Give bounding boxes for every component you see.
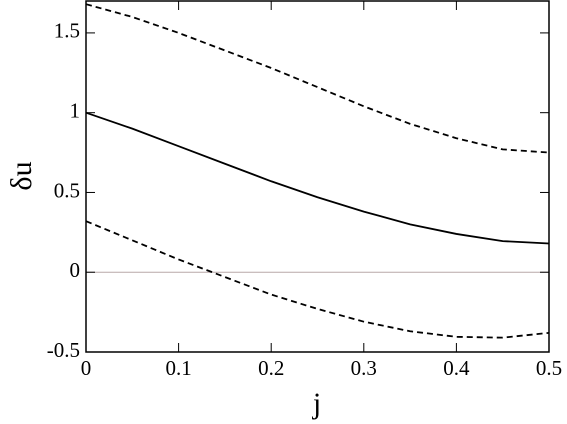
y-tick-label: 1.5	[54, 19, 80, 43]
y-tick-label: 0.5	[54, 178, 80, 202]
y-axis-label: δu	[5, 161, 38, 190]
y-tick-label: 1	[70, 98, 81, 122]
x-tick-label: 0.2	[258, 356, 284, 380]
y-tick-label: 0	[70, 258, 81, 282]
x-axis-label: j	[312, 387, 321, 420]
x-tick-label: 0	[81, 356, 92, 380]
plot-frame	[85, 0, 550, 353]
data-line	[85, 111, 550, 245]
x-tick-label: 0.4	[443, 356, 470, 380]
x-tick-label: 0.1	[165, 356, 191, 380]
x-tick-label: 0.3	[351, 356, 377, 380]
x-tick-label: 0.5	[536, 356, 562, 380]
data-line	[85, 3, 550, 154]
y-tick-label: -0.5	[47, 338, 80, 362]
data-line	[85, 220, 550, 339]
